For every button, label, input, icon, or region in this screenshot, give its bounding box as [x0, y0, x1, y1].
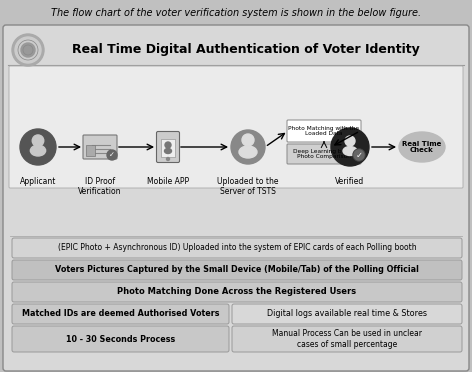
Text: Photo Matching Done Across the Registered Users: Photo Matching Done Across the Registere… [118, 288, 356, 296]
Ellipse shape [30, 145, 46, 156]
FancyBboxPatch shape [83, 135, 117, 159]
FancyBboxPatch shape [3, 25, 469, 371]
Circle shape [20, 129, 56, 165]
Text: ID Proof
Verification: ID Proof Verification [78, 177, 122, 196]
Circle shape [15, 37, 41, 63]
FancyBboxPatch shape [12, 326, 229, 352]
Ellipse shape [231, 130, 265, 164]
Circle shape [167, 157, 169, 160]
Text: Matched IDs are deemed Authorised Voters: Matched IDs are deemed Authorised Voters [22, 310, 219, 318]
FancyBboxPatch shape [160, 139, 175, 157]
Circle shape [32, 135, 44, 147]
FancyBboxPatch shape [9, 66, 463, 188]
Text: 10 - 30 Seconds Process: 10 - 30 Seconds Process [66, 334, 175, 343]
Text: Uploaded to the
Server of TSTS: Uploaded to the Server of TSTS [217, 177, 279, 196]
Ellipse shape [165, 148, 171, 154]
Ellipse shape [343, 147, 357, 155]
FancyBboxPatch shape [232, 326, 462, 352]
Text: ✓: ✓ [109, 152, 115, 158]
Circle shape [354, 150, 364, 160]
Circle shape [107, 150, 117, 160]
FancyBboxPatch shape [12, 260, 462, 280]
Ellipse shape [399, 132, 445, 162]
Ellipse shape [239, 146, 257, 158]
FancyBboxPatch shape [287, 144, 361, 164]
Text: Real Time
Check: Real Time Check [402, 141, 442, 154]
Text: Photo Matching with the
Loaded Data: Photo Matching with the Loaded Data [288, 126, 360, 137]
Text: (EPIC Photo + Asynchronous ID) Uploaded into the system of EPIC cards of each Po: (EPIC Photo + Asynchronous ID) Uploaded … [58, 244, 416, 253]
Circle shape [21, 43, 35, 57]
Circle shape [345, 136, 355, 146]
FancyBboxPatch shape [12, 304, 229, 324]
FancyBboxPatch shape [12, 238, 462, 258]
Text: ✓: ✓ [355, 151, 362, 160]
FancyBboxPatch shape [85, 144, 94, 155]
Text: Mobile APP: Mobile APP [147, 177, 189, 186]
FancyBboxPatch shape [157, 131, 179, 163]
Text: Verified: Verified [336, 177, 365, 186]
FancyBboxPatch shape [12, 282, 462, 302]
Text: Real Time Digital Authentication of Voter Identity: Real Time Digital Authentication of Vote… [72, 44, 420, 57]
Text: Digital logs available real time & Stores: Digital logs available real time & Store… [267, 310, 427, 318]
Circle shape [242, 134, 254, 146]
Circle shape [331, 128, 369, 166]
Circle shape [12, 34, 44, 66]
Text: Manual Process Can be used in unclear
cases of small percentage: Manual Process Can be used in unclear ca… [272, 329, 422, 349]
FancyBboxPatch shape [287, 120, 361, 142]
Circle shape [353, 149, 365, 161]
Text: The flow chart of the voter verification system is shown in the below figure.: The flow chart of the voter verification… [51, 8, 421, 18]
Circle shape [165, 142, 171, 148]
Text: Applicant: Applicant [20, 177, 56, 186]
FancyBboxPatch shape [232, 304, 462, 324]
Text: Voters Pictures Captured by the Small Device (Mobile/Tab) of the Polling Officia: Voters Pictures Captured by the Small De… [55, 266, 419, 275]
Text: Deep Learning based
Photo Comparison: Deep Learning based Photo Comparison [293, 148, 355, 159]
